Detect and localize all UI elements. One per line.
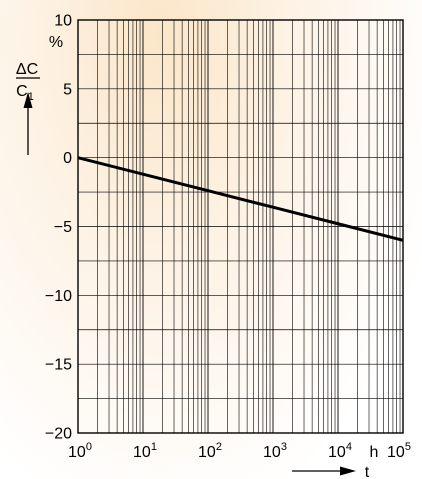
y-axis-label-denominator-main: C	[16, 83, 28, 100]
x-unit-label: h	[370, 444, 379, 461]
x-tick-label-base: 10	[387, 444, 405, 461]
x-tick-label-exponent: 1	[151, 441, 157, 453]
x-tick-label-base: 10	[263, 444, 281, 461]
x-tick-label: 102	[198, 441, 222, 461]
y-axis-label-denominator-sub: 1	[28, 91, 34, 103]
x-tick-label-base: 10	[328, 444, 346, 461]
x-tick-label: 104	[328, 441, 352, 461]
y-tick-label: −15	[45, 357, 72, 374]
x-tick-label: 103	[263, 441, 287, 461]
x-tick-label-exponent: 5	[405, 441, 411, 453]
grid	[78, 20, 403, 433]
y-unit-label: %	[49, 34, 63, 51]
x-tick-label-exponent: 3	[281, 441, 287, 453]
y-axis-label-denominator: C1	[16, 83, 34, 103]
series-layer	[77, 156, 404, 242]
y-tick-label: −5	[54, 219, 72, 236]
x-tick-labels: 100 101 102 103 104 105	[68, 441, 411, 461]
x-axis-direction-arrow-head	[340, 466, 356, 476]
y-axis-direction-arrow-head	[23, 92, 33, 108]
y-tick-label: −20	[45, 426, 72, 443]
y-tick-label: 5	[63, 81, 72, 98]
series-line	[77, 156, 404, 242]
plot-frame	[77, 19, 404, 434]
x-tick-label-base: 10	[133, 444, 151, 461]
y-axis-label-numerator: ΔC	[16, 61, 38, 78]
y-tick-labels: 10 5 0 −5 −10 −15 −20	[45, 13, 72, 443]
x-tick-label-base: 10	[198, 444, 216, 461]
x-tick-label: 105	[387, 441, 411, 461]
y-tick-label: −10	[45, 288, 72, 305]
x-axis-label: t	[365, 464, 370, 479]
y-tick-label: 0	[63, 150, 72, 167]
x-tick-label: 101	[133, 441, 157, 461]
y-tick-label: 10	[54, 13, 72, 30]
x-tick-label-exponent: 4	[346, 441, 352, 453]
x-tick-label-exponent: 0	[86, 441, 92, 453]
x-tick-label-exponent: 2	[216, 441, 222, 453]
x-tick-label-base: 10	[68, 444, 86, 461]
x-tick-label: 100	[68, 441, 92, 461]
